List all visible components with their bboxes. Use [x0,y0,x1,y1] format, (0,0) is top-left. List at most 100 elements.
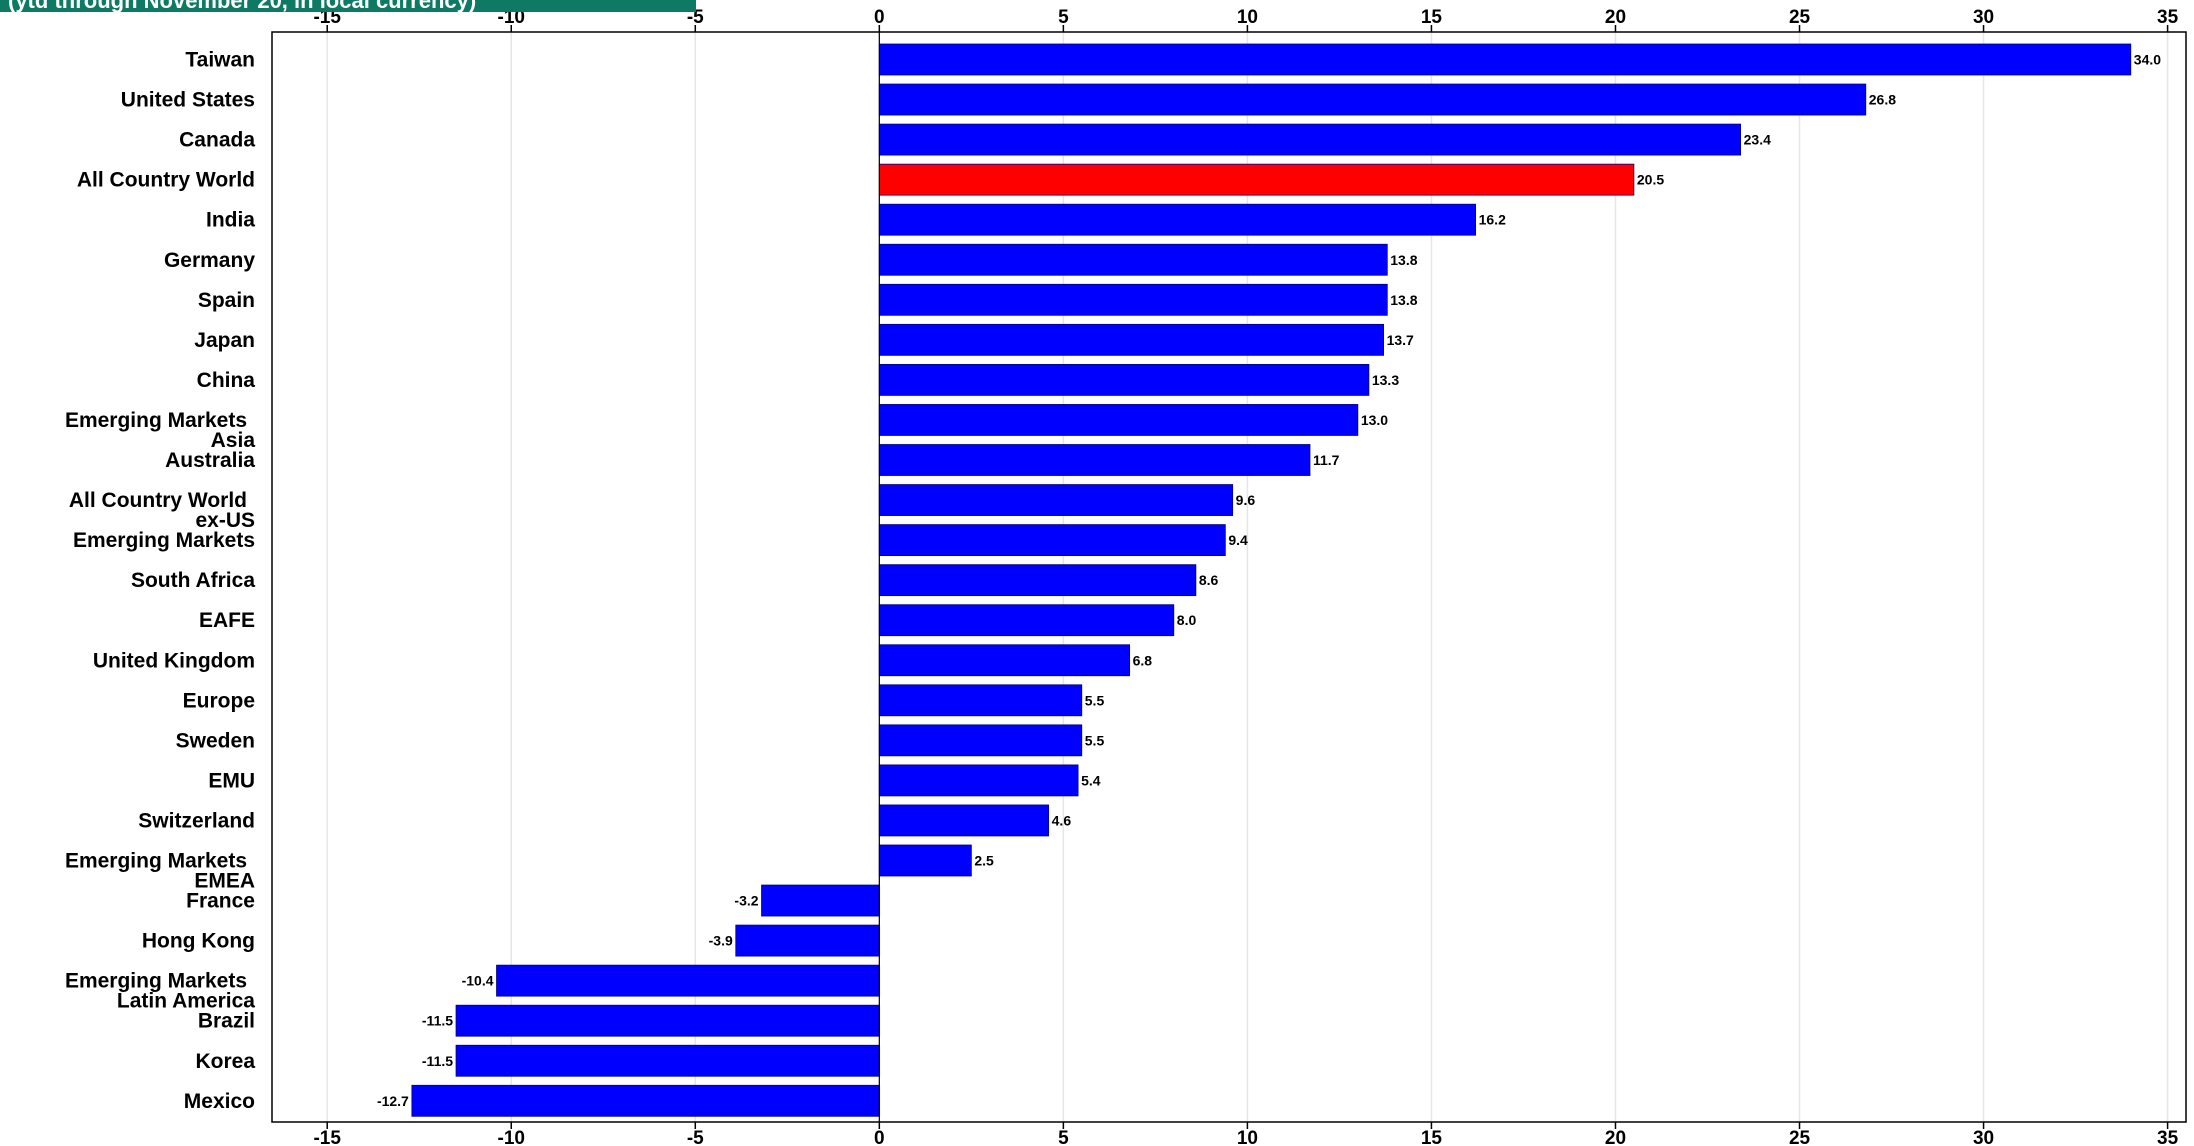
bar [878,43,2132,76]
category-label: Spain [198,289,255,312]
category-label: Emerging Markets EMEA [65,850,255,893]
data-label: 5.5 [1085,732,1105,748]
category-label: Korea [195,1050,255,1073]
tick-label-bottom: -10 [498,1128,525,1146]
data-label: -11.5 [422,1013,453,1029]
tick-label-bottom: 10 [1237,1128,1258,1146]
data-label: 16.2 [1479,212,1506,228]
data-label: 13.3 [1372,372,1399,388]
category-label: Brazil [198,1010,255,1033]
category-label-line: ex-US [195,509,255,532]
bar [878,484,1234,516]
category-label-line: Emerging Markets [65,850,247,873]
tick-label-bottom: 15 [1421,1128,1443,1146]
category-label: Sweden [176,729,255,752]
data-label: 5.4 [1081,772,1101,788]
bar [878,764,1079,797]
category-label: Emerging Markets [73,529,255,552]
bar [496,964,880,997]
bar [878,283,1388,316]
data-label: 8.0 [1177,612,1197,628]
data-label: 13.8 [1390,252,1417,268]
bar [878,724,1083,757]
category-label: France [186,890,255,913]
category-label-line: Asia [211,429,256,452]
data-label: 5.5 [1085,692,1105,708]
data-label: 34.0 [2134,52,2161,68]
bar [878,83,1867,116]
category-label: All Country World [77,169,255,192]
bar [455,1004,880,1037]
tick-label-top: 35 [2157,7,2179,28]
category-label: Switzerland [138,809,255,832]
tick-label-bottom: -5 [687,1128,704,1146]
tick-label-top: 10 [1237,7,1258,28]
category-label: Germany [164,249,255,272]
bar [878,363,1370,396]
bar [878,444,1311,476]
tick-label-top: 15 [1421,7,1443,28]
category-label: Japan [194,329,255,352]
category-label: EAFE [199,609,255,632]
tick-label-top: 20 [1605,7,1626,28]
bar [761,884,880,917]
category-label: Emerging Markets Latin America [65,970,255,1013]
bar [878,243,1388,276]
data-label: 9.4 [1228,532,1248,548]
data-label: 26.8 [1869,92,1896,108]
category-label: Emerging Markets Asia [65,409,255,452]
data-label: 20.5 [1637,172,1664,188]
bar [878,644,1131,677]
bar [878,684,1083,717]
data-label: -3.9 [709,933,733,949]
data-label: -3.2 [734,893,758,909]
data-label: 9.6 [1236,492,1256,508]
category-label: United Kingdom [93,649,255,672]
bar [878,844,972,877]
tick-label-top: 5 [1058,7,1069,28]
tick-label-top: 0 [874,7,885,28]
bar [878,524,1226,556]
category-label: Australia [165,449,255,472]
bar [878,163,1635,196]
category-label-line: All Country World [69,489,247,512]
tick-label-top: -10 [498,7,525,28]
data-label: 2.5 [974,853,994,869]
category-label-line: Emerging Markets [65,970,247,993]
category-label: China [197,369,256,392]
category-label: Europe [183,689,255,712]
category-label: South Africa [131,569,255,592]
chart-title: (ytd through November 20, in local curre… [8,0,476,12]
data-label: -12.7 [377,1093,409,1109]
category-label: Mexico [184,1090,255,1113]
data-label: 11.7 [1313,452,1340,468]
tick-label-bottom: 25 [1789,1128,1811,1146]
tick-label-top: 30 [1973,7,1994,28]
category-label-line: Latin America [117,990,255,1013]
plot-frame [271,31,2187,1123]
data-label: 8.6 [1199,572,1219,588]
bar [878,123,1742,156]
category-label-line: EMEA [194,870,255,893]
category-label: India [206,209,255,232]
tick-label-bottom: -15 [313,1128,341,1146]
tick-label-bottom: 35 [2157,1128,2179,1146]
data-label: -11.5 [422,1053,453,1069]
category-label: Canada [179,129,255,152]
bar [455,1044,880,1077]
bar [411,1084,880,1117]
tick-label-top: -15 [313,7,341,28]
data-label: 6.8 [1133,652,1153,668]
data-label: 13.7 [1387,332,1414,348]
tick-label-top: 25 [1789,7,1811,28]
bar [878,323,1384,356]
chart-title-banner: (ytd through November 20, in local curre… [0,0,696,12]
data-label: 13.8 [1390,292,1417,308]
bar [878,804,1050,837]
tick-label-bottom: 20 [1605,1128,1626,1146]
category-label: EMU [208,769,255,792]
data-label: 13.0 [1361,412,1388,428]
bar [878,564,1197,597]
tick-label-bottom: 30 [1973,1128,1994,1146]
